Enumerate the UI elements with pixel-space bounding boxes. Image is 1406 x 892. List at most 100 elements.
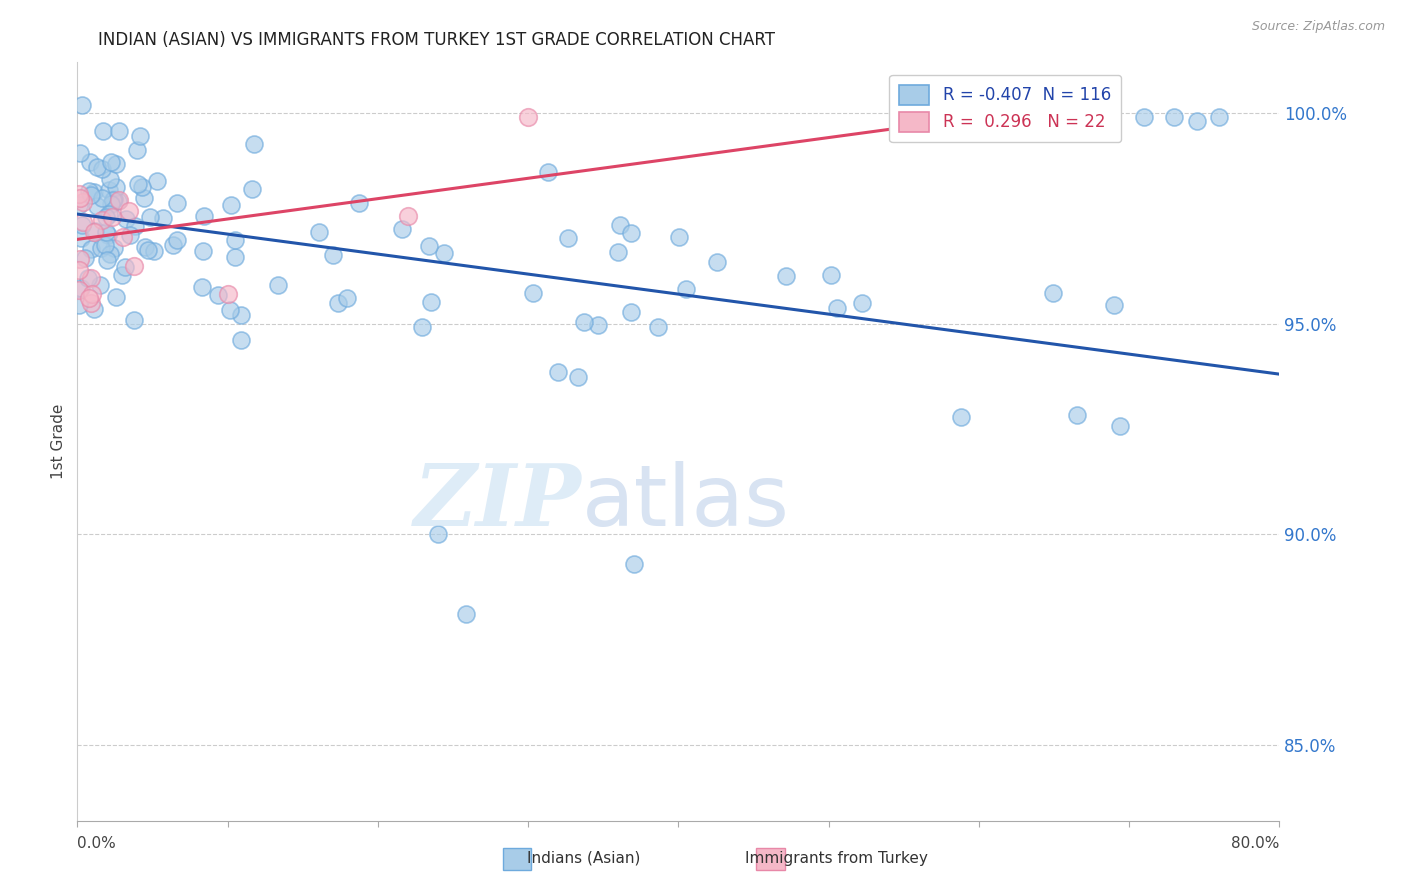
Point (111, 268, 134, 282)
Point (647, 319, 669, 334)
Point (70, 97, 93, 112)
Point (90, 213, 112, 227)
Point (83, 226, 105, 240)
Point (139, 210, 162, 224)
Point (108, 193, 131, 207)
Point (193, 209, 215, 223)
Point (98, 183, 121, 197)
Point (114, 212, 136, 227)
Text: Immigrants from Turkey: Immigrants from Turkey (745, 851, 928, 865)
Text: ZIP: ZIP (415, 460, 582, 544)
Point (69, 252, 91, 266)
Point (557, 231, 579, 245)
Point (224, 250, 246, 264)
Point (70, 280, 93, 294)
Point (219, 303, 242, 318)
Point (83, 185, 105, 199)
Point (675, 282, 697, 296)
Point (191, 280, 214, 294)
Point (1109, 418, 1132, 433)
Point (80, 188, 103, 202)
Point (100, 172, 122, 186)
Point (668, 229, 690, 244)
Point (411, 319, 433, 334)
Point (67, 186, 90, 201)
Point (162, 238, 184, 252)
Point (72, 218, 94, 232)
Point (427, 527, 450, 541)
Point (706, 255, 728, 269)
Point (67, 198, 90, 212)
Point (207, 288, 229, 302)
Point (1133, 110, 1156, 124)
Point (73, 251, 96, 265)
Point (67, 263, 90, 277)
Point (90, 191, 112, 205)
Point (79, 184, 101, 198)
Point (120, 228, 142, 243)
Point (567, 370, 589, 384)
Point (537, 165, 560, 179)
Point (326, 296, 349, 310)
Point (419, 295, 441, 310)
Point (620, 305, 643, 319)
Point (229, 333, 252, 347)
Text: atlas: atlas (582, 460, 790, 544)
Point (79, 295, 101, 310)
Text: 80.0%: 80.0% (1232, 836, 1279, 851)
Point (588, 318, 610, 332)
Point (224, 233, 246, 247)
Point (143, 244, 166, 258)
Point (79, 155, 101, 169)
Point (229, 308, 252, 322)
Point (607, 245, 630, 260)
Point (1042, 285, 1064, 300)
Point (80, 242, 103, 256)
Point (620, 226, 643, 240)
Point (134, 191, 156, 205)
Point (131, 180, 153, 194)
Point (522, 286, 544, 301)
Point (347, 196, 370, 211)
Point (166, 234, 188, 248)
Point (240, 182, 263, 196)
Point (1185, 114, 1208, 128)
Point (89, 277, 111, 292)
Point (433, 246, 456, 260)
Point (396, 210, 419, 224)
Point (86, 160, 108, 174)
Text: Indians (Asian): Indians (Asian) (527, 851, 640, 865)
Point (336, 291, 359, 305)
Point (572, 315, 595, 329)
Point (146, 174, 169, 188)
Point (83, 301, 105, 316)
Point (138, 243, 160, 257)
Point (105, 180, 128, 194)
Point (101, 210, 124, 224)
Point (98, 207, 121, 221)
Legend: R = -0.407  N = 116, R =  0.296   N = 22: R = -0.407 N = 116, R = 0.296 N = 22 (889, 75, 1121, 142)
Point (308, 226, 330, 240)
Point (219, 198, 242, 212)
Point (79, 291, 101, 305)
Point (94, 237, 117, 252)
Point (322, 248, 344, 262)
Point (949, 409, 972, 424)
Point (1163, 110, 1185, 124)
Point (124, 219, 146, 233)
Point (101, 194, 124, 208)
Point (1066, 408, 1088, 422)
Y-axis label: 1st Grade: 1st Grade (51, 404, 66, 479)
Point (108, 124, 131, 138)
Point (90, 161, 112, 176)
Point (67, 283, 90, 297)
Point (1208, 110, 1230, 124)
Point (69, 191, 91, 205)
Point (105, 290, 128, 304)
Point (84, 224, 107, 238)
Text: 0.0%: 0.0% (77, 836, 117, 851)
Point (69, 146, 91, 161)
Point (775, 269, 797, 284)
Point (122, 313, 145, 327)
Point (418, 239, 440, 253)
